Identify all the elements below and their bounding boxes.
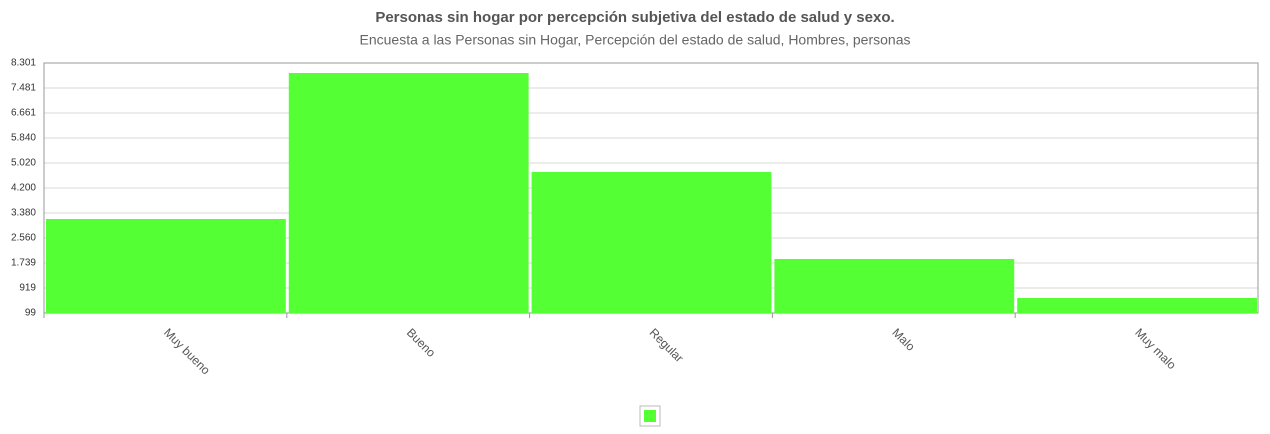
bar <box>46 218 286 313</box>
x-tick-label: Muy bueno <box>161 325 213 377</box>
x-tick-label: Regular <box>647 325 687 365</box>
y-tick-label: 5.020 <box>11 158 36 169</box>
x-tick-label: Muy malo <box>1132 325 1179 372</box>
y-tick-label: 919 <box>19 283 36 294</box>
x-tick-label: Malo <box>889 325 918 354</box>
legend-swatch <box>644 410 656 422</box>
bar <box>288 72 529 313</box>
chart-subtitle: Encuesta a las Personas sin Hogar, Perce… <box>360 32 911 48</box>
y-tick-label: 8.301 <box>11 58 36 69</box>
bar <box>531 171 772 313</box>
y-tick-label: 1.739 <box>11 258 36 269</box>
y-tick-label: 3.380 <box>11 208 36 219</box>
bar <box>774 258 1015 313</box>
y-tick-label: 6.661 <box>11 108 36 119</box>
y-tick-label: 99 <box>25 308 37 319</box>
y-tick-label: 2.560 <box>11 233 36 244</box>
y-tick-label: 5.840 <box>11 133 36 144</box>
x-tick-label: Bueno <box>404 325 439 360</box>
y-tick-label: 4.200 <box>11 183 36 194</box>
chart-title: Personas sin hogar por percepción subjet… <box>375 9 894 26</box>
y-tick-label: 7.481 <box>11 83 36 94</box>
bar <box>1017 298 1257 313</box>
